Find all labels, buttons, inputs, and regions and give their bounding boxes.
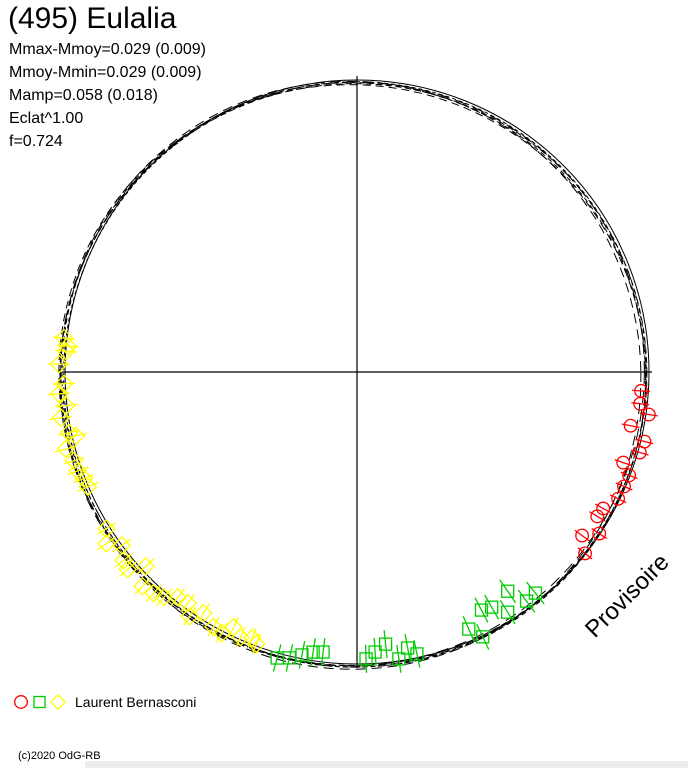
stat-mmax-mmoy: Mmax-Mmoy=0.029 (0.009) [9, 41, 206, 58]
legend-marker-icons [14, 694, 66, 710]
stat-f: f=0.724 [9, 133, 63, 150]
red-circle-marker-icon [14, 695, 28, 709]
legend-observer-label: Laurent Bernasconi [75, 694, 197, 710]
yellow-diamond-marker-icon [50, 694, 66, 710]
stat-mmoy-mmin: Mmoy-Mmin=0.029 (0.009) [9, 64, 202, 81]
copyright-label: (c)2020 OdG-RB [18, 750, 101, 762]
stat-eclat: Eclat^1.00 [9, 110, 84, 127]
page-title: (495) Eulalia [8, 2, 177, 35]
stat-mamp: Mamp=0.058 (0.018) [9, 87, 158, 104]
legend: Laurent Bernasconi [13, 693, 196, 711]
green-square-marker-icon [33, 695, 46, 709]
horizontal-scrollbar[interactable] [85, 761, 688, 768]
stats-block: Mmax-Mmoy=0.029 (0.009) Mmoy-Mmin=0.029 … [9, 38, 206, 153]
